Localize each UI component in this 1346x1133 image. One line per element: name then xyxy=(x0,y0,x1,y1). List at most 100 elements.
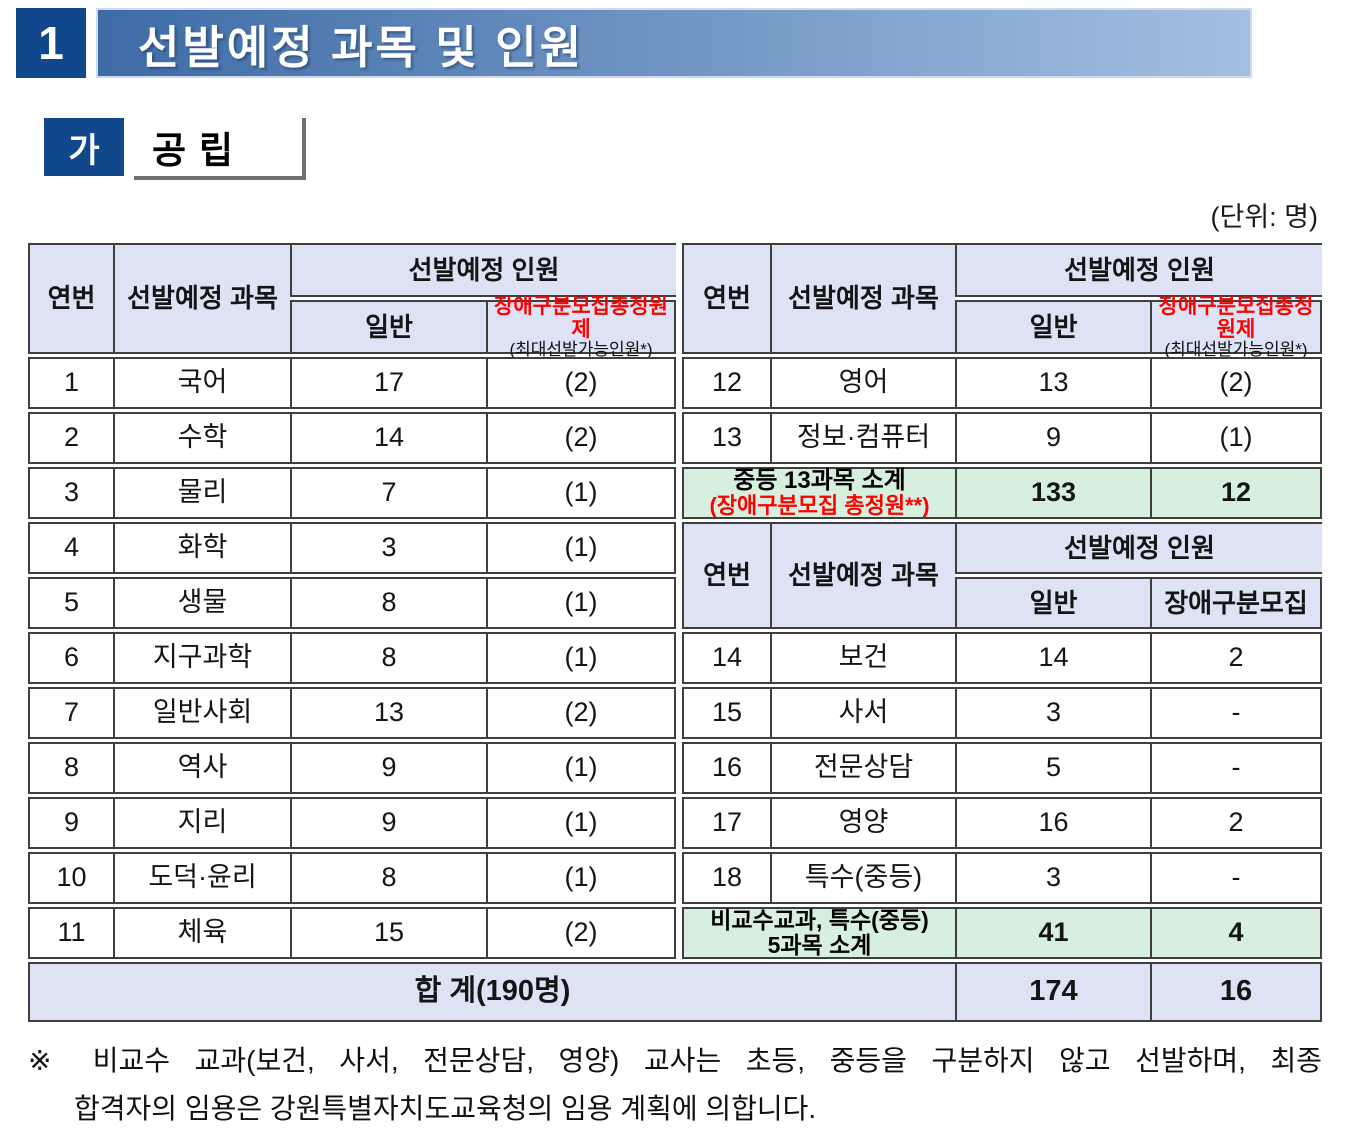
table-cell: (2) xyxy=(486,357,676,409)
table-cell: - xyxy=(1150,687,1322,739)
col-header-subject: 선발예정 과목 xyxy=(113,243,290,354)
subtotal-label-line1: 비교수교과, 특수(중등) xyxy=(710,906,929,933)
col-header-disability-title: 장애구분모집총정원제 xyxy=(494,294,668,341)
table-cell: 사서 xyxy=(770,687,955,739)
table-cell: 2 xyxy=(28,412,113,464)
section-number-badge: 1 xyxy=(16,8,86,78)
table-cell: (1) xyxy=(486,742,676,794)
section-title-banner: 선발예정 과목 및 인원 xyxy=(96,8,1252,78)
table-cell: 3 xyxy=(955,687,1150,739)
table-cell: 4 xyxy=(28,522,113,574)
table-cell: (2) xyxy=(486,907,676,959)
subtotal-label-line2: (장애구분모집 총정원**) xyxy=(709,493,930,519)
col-header-disability-sub: (최대선발가능인원*) xyxy=(509,339,653,359)
table-cell: - xyxy=(1150,852,1322,904)
subtotal-value: 41 xyxy=(955,907,1150,959)
table-cell: 체육 xyxy=(113,907,290,959)
col-header-personnel: 선발예정 인원 xyxy=(290,243,676,297)
table-cell: 2 xyxy=(1150,797,1322,849)
table-cell: 11 xyxy=(28,907,113,959)
table-cell: 10 xyxy=(28,852,113,904)
subtotal-value: 12 xyxy=(1150,467,1322,519)
section-header: 1 선발예정 과목 및 인원 xyxy=(16,8,1346,78)
table-cell: 5 xyxy=(955,742,1150,794)
footnote-line2: 합격자의 임용은 강원특별자치도교육청의 임용 계획에 의합니다. xyxy=(74,1093,817,1124)
table-cell: 14 xyxy=(955,632,1150,684)
col-header-no: 연번 xyxy=(682,243,770,354)
total-label: 합 계(190명) xyxy=(28,962,955,1022)
footnote-line1: ※ 비교수 교과(보건, 사서, 전문상담, 영양) 교사는 초등, 중등을 구… xyxy=(28,1045,1322,1076)
col-header-disability2: 장애구분모집 xyxy=(1150,577,1322,629)
table-cell: 8 xyxy=(290,577,486,629)
col-header-personnel: 선발예정 인원 xyxy=(955,522,1322,574)
table-cell: 16 xyxy=(682,742,770,794)
table-cell: 3 xyxy=(955,852,1150,904)
subsection-header: 가 공립 xyxy=(44,118,1346,180)
col-header-disability: 장애구분모집총정원제 (최대선발가능인원*) xyxy=(1150,295,1322,358)
col-header-personnel: 선발예정 인원 xyxy=(955,243,1322,297)
table-cell: 9 xyxy=(28,797,113,849)
table-cell: (1) xyxy=(1150,412,1322,464)
table-cell: 영어 xyxy=(770,357,955,409)
table-cell: (2) xyxy=(1150,357,1322,409)
table-cell: 16 xyxy=(955,797,1150,849)
subtotal-label-line2: 5과목 소계 xyxy=(767,932,872,958)
table-cell: 화학 xyxy=(113,522,290,574)
table-cell: 8 xyxy=(28,742,113,794)
subsection-label: 공립 xyxy=(134,118,306,180)
table-cell: 7 xyxy=(28,687,113,739)
col-header-no: 연번 xyxy=(28,243,113,354)
table-cell: 17 xyxy=(682,797,770,849)
subsection-badge: 가 xyxy=(44,118,124,176)
table-cell: 지리 xyxy=(113,797,290,849)
table-cell: 8 xyxy=(290,632,486,684)
table-cell: 3 xyxy=(290,522,486,574)
table-cell: (1) xyxy=(486,852,676,904)
table-cell: 수학 xyxy=(113,412,290,464)
table-cell: 특수(중등) xyxy=(770,852,955,904)
col-header-disability-title: 장애구분모집총정원제 xyxy=(1158,294,1314,341)
table-cell: 국어 xyxy=(113,357,290,409)
col-header-subject: 선발예정 과목 xyxy=(770,243,955,354)
table-cell: (2) xyxy=(486,687,676,739)
table-cell: 보건 xyxy=(770,632,955,684)
footnote: ※ 비교수 교과(보건, 사서, 전문상담, 영양) 교사는 초등, 중등을 구… xyxy=(28,1040,1322,1130)
table-cell: 13 xyxy=(290,687,486,739)
table-cell: 15 xyxy=(682,687,770,739)
table-cell: 영양 xyxy=(770,797,955,849)
table-cell: 18 xyxy=(682,852,770,904)
table-cell: 6 xyxy=(28,632,113,684)
table-cell: 14 xyxy=(682,632,770,684)
subtotal-value: 4 xyxy=(1150,907,1322,959)
table-cell: (1) xyxy=(486,577,676,629)
col-header-disability-sub: (최대선발가능인원*) xyxy=(1164,339,1308,359)
table-cell: 2 xyxy=(1150,632,1322,684)
section-title: 선발예정 과목 및 인원 xyxy=(138,21,585,73)
table-cell: (2) xyxy=(486,412,676,464)
table-cell: 1 xyxy=(28,357,113,409)
subtotal-value: 133 xyxy=(955,467,1150,519)
total-value: 174 xyxy=(955,962,1150,1022)
col-header-subject: 선발예정 과목 xyxy=(770,522,955,629)
subtotal-label-line1: 중등 13과목 소계 xyxy=(733,466,906,494)
table-cell: 도덕·윤리 xyxy=(113,852,290,904)
table-cell: 역사 xyxy=(113,742,290,794)
unit-label: (단위: 명) xyxy=(1210,202,1318,232)
table-cell: 13 xyxy=(682,412,770,464)
col-header-no: 연번 xyxy=(682,522,770,629)
table-cell: 5 xyxy=(28,577,113,629)
table-cell: (1) xyxy=(486,522,676,574)
table-cell: 일반사회 xyxy=(113,687,290,739)
table-cell: 정보·컴퓨터 xyxy=(770,412,955,464)
subtotal-row-label: 비교수교과, 특수(중등) 5과목 소계 xyxy=(682,907,955,959)
table-cell: 9 xyxy=(955,412,1150,464)
table-cell: (1) xyxy=(486,632,676,684)
table-cell: 3 xyxy=(28,467,113,519)
col-header-general: 일반 xyxy=(290,300,486,354)
table-cell: 12 xyxy=(682,357,770,409)
col-header-disability: 장애구분모집총정원제 (최대선발가능인원*) xyxy=(486,295,676,358)
col-header-general: 일반 xyxy=(955,577,1150,629)
table-cell: 생물 xyxy=(113,577,290,629)
table-cell: 13 xyxy=(955,357,1150,409)
table-cell: 물리 xyxy=(113,467,290,519)
